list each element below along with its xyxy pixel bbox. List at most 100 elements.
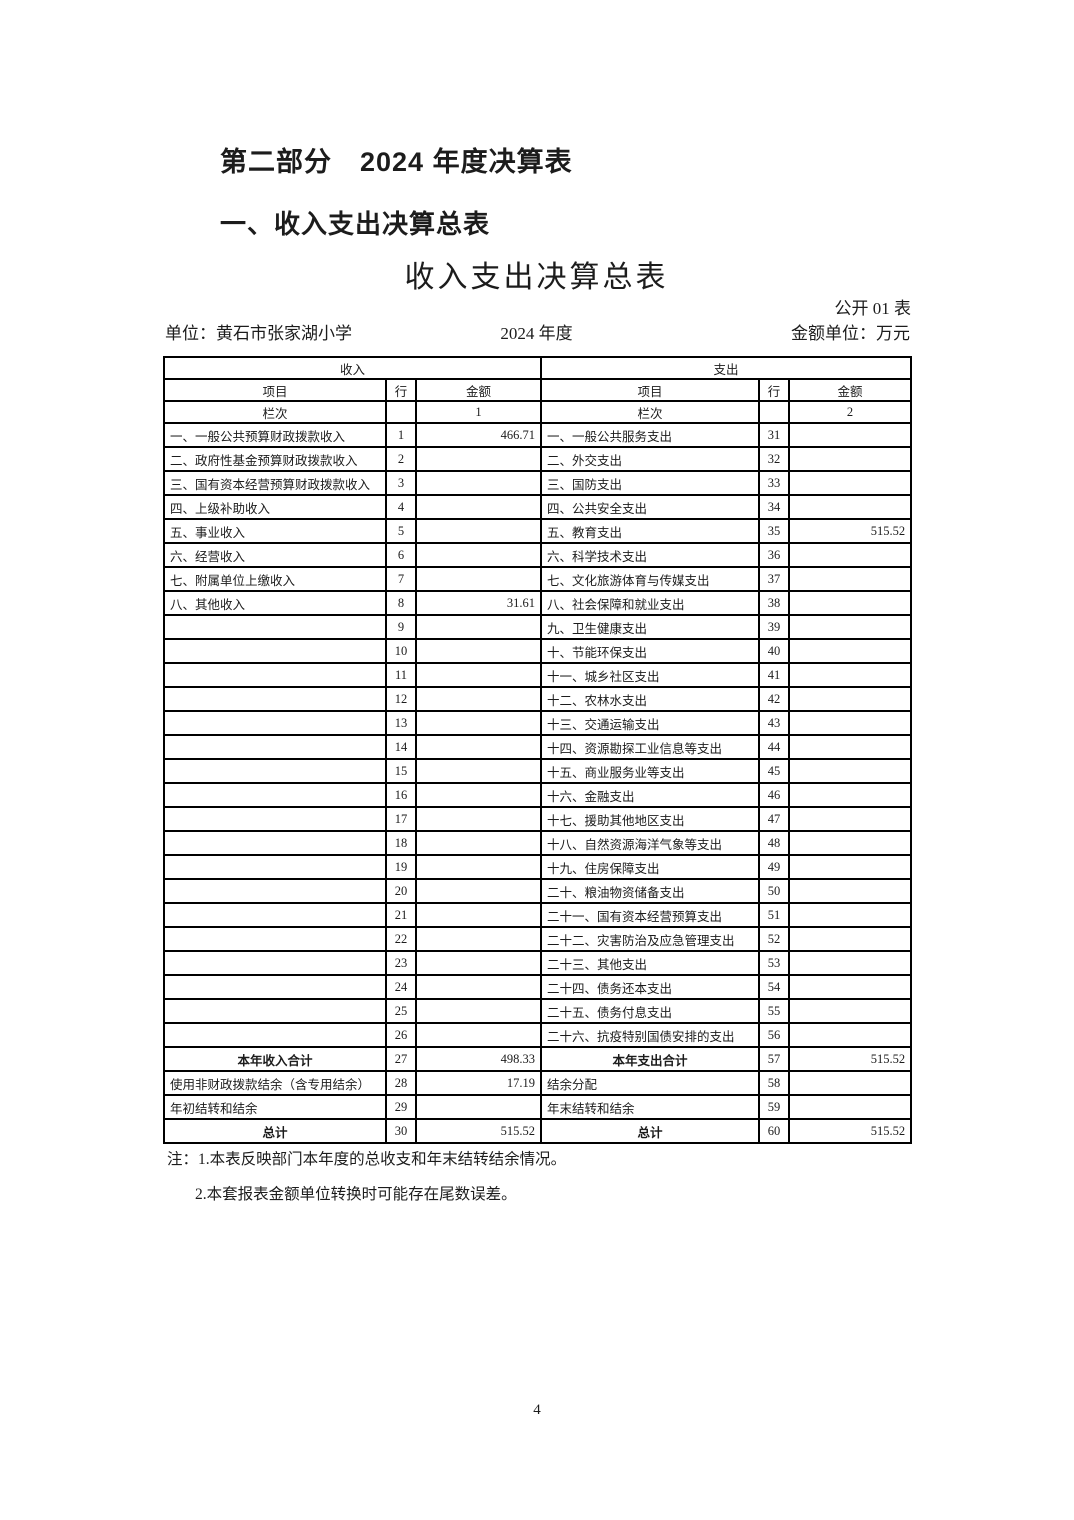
table-row: 10 十、节能环保支出 40 bbox=[163, 638, 913, 664]
income-line-cell: 26 bbox=[385, 1022, 417, 1048]
note-line-2: 2.本套报表金额单位转换时可能存在尾数误差。 bbox=[195, 1185, 517, 1203]
income-item-cell bbox=[163, 758, 387, 784]
expense-line-cell: 43 bbox=[758, 710, 791, 736]
income-amount-cell bbox=[414, 878, 543, 904]
table-row: 21 二十一、国有资本经营预算支出 51 bbox=[163, 902, 913, 928]
expense-item-cell: 二十二、灾害防治及应急管理支出 bbox=[540, 926, 761, 952]
table-row: 22 二十二、灾害防治及应急管理支出 52 bbox=[163, 926, 913, 952]
expense-lanci-line-cell bbox=[758, 400, 791, 424]
income-item-cell: 七、附属单位上缴收入 bbox=[163, 566, 387, 592]
table-row: 总计 30 515.52 总计 60 515.52 bbox=[163, 1118, 913, 1144]
expense-amount-cell bbox=[788, 470, 913, 496]
income-line-cell: 1 bbox=[385, 422, 417, 448]
expense-line-cell: 51 bbox=[758, 902, 791, 928]
table-row: 本年收入合计 27 498.33 本年支出合计 57 515.52 bbox=[163, 1046, 913, 1072]
expense-amount-cell bbox=[788, 998, 913, 1024]
income-line-cell: 27 bbox=[385, 1046, 417, 1072]
income-line-cell: 29 bbox=[385, 1094, 417, 1120]
expense-amount-cell bbox=[788, 710, 913, 736]
income-line-header: 行 bbox=[385, 378, 417, 402]
expense-group-header: 支出 bbox=[540, 356, 913, 380]
expense-item-cell: 十、节能环保支出 bbox=[540, 638, 761, 664]
expense-amount-cell bbox=[788, 566, 913, 592]
expense-item-cell: 九、卫生健康支出 bbox=[540, 614, 761, 640]
amount-unit-label: 金额单位：万元 bbox=[791, 324, 910, 343]
income-line-cell: 8 bbox=[385, 590, 417, 616]
expense-amount-cell bbox=[788, 974, 913, 1000]
income-group-header: 收入 bbox=[162, 356, 543, 380]
table-row: 25 二十五、债务付息支出 55 bbox=[163, 998, 913, 1024]
expense-item-cell: 年末结转和结余 bbox=[540, 1094, 761, 1120]
expense-amount-cell bbox=[788, 1070, 913, 1096]
expense-item-cell: 十四、资源勘探工业信息等支出 bbox=[540, 734, 761, 760]
expense-item-cell: 十二、农林水支出 bbox=[540, 686, 761, 712]
table-row: 四、上级补助收入 4 四、公共安全支出 34 bbox=[163, 494, 913, 520]
expense-amount-cell bbox=[788, 1022, 913, 1048]
table-row: 15 十五、商业服务业等支出 45 bbox=[163, 758, 913, 784]
income-amount-cell bbox=[414, 854, 543, 880]
table-row: 11 十一、城乡社区支出 41 bbox=[163, 662, 913, 688]
expense-line-cell: 54 bbox=[758, 974, 791, 1000]
expense-line-cell: 57 bbox=[758, 1046, 791, 1072]
income-line-cell: 15 bbox=[385, 758, 417, 784]
expense-line-cell: 34 bbox=[758, 494, 791, 520]
income-item-cell: 六、经营收入 bbox=[163, 542, 387, 568]
expense-amount-cell: 515.52 bbox=[788, 1046, 913, 1072]
expense-line-cell: 52 bbox=[758, 926, 791, 952]
table-row: 23 二十三、其他支出 53 bbox=[163, 950, 913, 976]
income-line-cell: 5 bbox=[385, 518, 417, 544]
expense-line-cell: 41 bbox=[758, 662, 791, 688]
income-amount-cell bbox=[414, 542, 543, 568]
table-row: 一、一般公共预算财政拨款收入 1 466.71 一、一般公共服务支出 31 bbox=[163, 422, 913, 448]
income-amount-cell bbox=[414, 902, 543, 928]
income-line-cell: 16 bbox=[385, 782, 417, 808]
income-item-cell bbox=[163, 806, 387, 832]
expense-item-cell: 十九、住房保障支出 bbox=[540, 854, 761, 880]
expense-line-cell: 44 bbox=[758, 734, 791, 760]
expense-item-cell: 十一、城乡社区支出 bbox=[540, 662, 761, 688]
expense-amount-header: 金额 bbox=[788, 378, 913, 402]
expense-line-cell: 33 bbox=[758, 470, 791, 496]
expense-item-cell: 十三、交通运输支出 bbox=[540, 710, 761, 736]
expense-item-cell: 二十五、债务付息支出 bbox=[540, 998, 761, 1024]
expense-line-cell: 53 bbox=[758, 950, 791, 976]
expense-item-cell: 本年支出合计 bbox=[540, 1046, 761, 1072]
income-line-cell: 7 bbox=[385, 566, 417, 592]
table-row: 五、事业收入 5 五、教育支出 35 515.52 bbox=[163, 518, 913, 544]
income-lanci-label: 栏次 bbox=[163, 400, 387, 424]
expense-amount-cell bbox=[788, 686, 913, 712]
expense-line-cell: 45 bbox=[758, 758, 791, 784]
expense-line-cell: 58 bbox=[758, 1070, 791, 1096]
income-item-cell bbox=[163, 710, 387, 736]
table-group-header-row: 收入 支出 bbox=[162, 356, 913, 380]
table-row: 13 十三、交通运输支出 43 bbox=[163, 710, 913, 736]
expense-line-cell: 39 bbox=[758, 614, 791, 640]
income-line-cell: 22 bbox=[385, 926, 417, 952]
expense-line-header: 行 bbox=[758, 378, 791, 402]
table-row: 六、经营收入 6 六、科学技术支出 36 bbox=[163, 542, 913, 568]
expense-amount-cell bbox=[788, 662, 913, 688]
income-line-cell: 12 bbox=[385, 686, 417, 712]
income-item-cell bbox=[163, 950, 387, 976]
income-item-cell: 本年收入合计 bbox=[163, 1046, 387, 1072]
expense-line-cell: 42 bbox=[758, 686, 791, 712]
expense-line-cell: 46 bbox=[758, 782, 791, 808]
expense-amount-cell bbox=[788, 830, 913, 856]
expense-line-cell: 32 bbox=[758, 446, 791, 472]
expense-amount-cell bbox=[788, 878, 913, 904]
income-amount-cell bbox=[414, 638, 543, 664]
year-label: 2024 年度 bbox=[500, 324, 573, 343]
income-item-cell: 一、一般公共预算财政拨款收入 bbox=[163, 422, 387, 448]
expense-line-cell: 48 bbox=[758, 830, 791, 856]
income-amount-cell bbox=[414, 926, 543, 952]
expense-item-cell: 总计 bbox=[540, 1118, 761, 1144]
income-item-cell: 八、其他收入 bbox=[163, 590, 387, 616]
expense-item-cell: 三、国防支出 bbox=[540, 470, 761, 496]
expense-amount-cell bbox=[788, 614, 913, 640]
expense-line-cell: 35 bbox=[758, 518, 791, 544]
table-row: 19 十九、住房保障支出 49 bbox=[163, 854, 913, 880]
income-item-cell bbox=[163, 830, 387, 856]
expense-line-cell: 56 bbox=[758, 1022, 791, 1048]
expense-line-cell: 38 bbox=[758, 590, 791, 616]
income-amount-cell bbox=[414, 1022, 543, 1048]
